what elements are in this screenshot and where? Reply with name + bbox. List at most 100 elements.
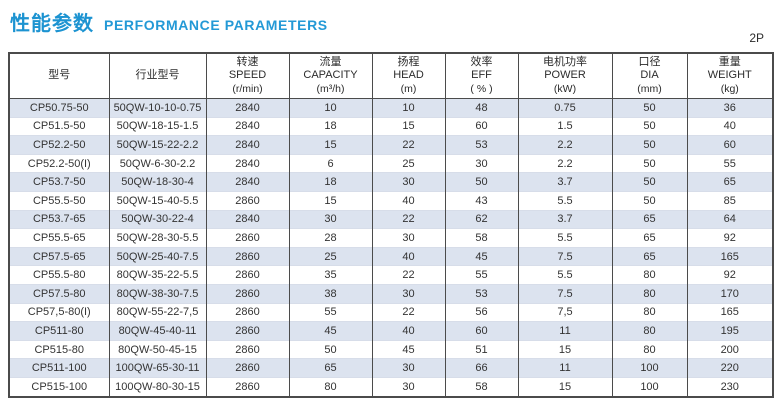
table-cell: 5.5 <box>517 190 613 211</box>
table-cell: 165 <box>686 302 774 322</box>
table-cell: 2860 <box>205 302 290 322</box>
table-cell: 6 <box>288 153 373 173</box>
table-cell: 53 <box>444 283 519 304</box>
table-cell: 50QW-15-40-5.5 <box>108 190 207 211</box>
table-cell: 50QW-18-30-4 <box>108 172 207 192</box>
column-header-power: 电机功率 POWER (kW) <box>517 52 613 99</box>
table-cell: 50 <box>444 172 519 192</box>
header-unit-label: (mm) <box>637 83 662 96</box>
table-cell: CP52.2-50 <box>8 135 110 155</box>
table-row: CP52.2-50 50QW-15-22-2.2 2840 15 22 53 2.2 50 60 <box>8 135 774 155</box>
table-cell: 100 <box>611 358 688 378</box>
table-cell: 15 <box>288 135 373 155</box>
table-cell: 2860 <box>205 321 290 341</box>
table-cell: 65 <box>288 358 373 378</box>
table-cell: 80 <box>611 265 688 285</box>
table-cell: 40 <box>371 246 446 266</box>
table-cell: 60 <box>686 135 774 155</box>
table-cell: 15 <box>288 190 373 211</box>
table-cell: 51 <box>444 339 519 359</box>
table-row: CP57.5-65 50QW-25-40-7.5 2860 25 40 45 7.5 65 16… <box>8 246 774 266</box>
table-cell: 66 <box>444 358 519 378</box>
table-cell: 50 <box>611 190 688 211</box>
table-cell: 15 <box>517 376 613 397</box>
header-cn-label: 重量 <box>718 55 741 68</box>
header-unit-label: (kg) <box>720 83 739 96</box>
column-header-head: 扬程 HEAD (m) <box>371 52 446 99</box>
table-cell: 0.75 <box>517 98 613 118</box>
table-cell: 25 <box>371 153 446 173</box>
pole-count-label: 2P <box>749 31 764 45</box>
table-cell: 195 <box>686 321 774 341</box>
column-header-eff: 效率 EFF ( % ) <box>444 52 519 99</box>
table-cell: 50QW-15-22-2.2 <box>108 135 207 155</box>
table-cell: 3.7 <box>517 209 613 229</box>
table-cell: CP53.7-50 <box>8 172 110 192</box>
table-cell: 2840 <box>205 116 290 136</box>
table-cell: 2840 <box>205 209 290 229</box>
table-cell: 65 <box>611 209 688 229</box>
header-cn-label: 电机功率 <box>543 55 587 68</box>
table-cell: 55 <box>686 153 774 173</box>
table-cell: 30 <box>371 228 446 248</box>
table-body: CP50.75-50 50QW-10-10-0.75 2840 10 10 48 0.75 5… <box>8 98 774 397</box>
table-row: CP55.5-80 80QW-35-22-5.5 2860 35 22 55 5.5 80 92 <box>8 265 774 285</box>
table-row: CP55.5-50 50QW-15-40-5.5 2860 15 40 43 5.5 50 85 <box>8 190 774 211</box>
table-cell: 50QW-18-15-1.5 <box>108 116 207 136</box>
table-cell: CP511-100 <box>8 358 110 378</box>
table-cell: 2840 <box>205 172 290 192</box>
table-cell: 28 <box>288 228 373 248</box>
table-cell: 165 <box>686 246 774 266</box>
header-en-label: POWER <box>544 69 586 82</box>
table-cell: 80QW-55-22-7,5 <box>108 302 207 322</box>
table-cell: 65 <box>611 228 688 248</box>
header-en-label: DIA <box>640 69 659 82</box>
table-cell: 65 <box>686 172 774 192</box>
table-cell: 7.5 <box>517 283 613 304</box>
table-cell: 55 <box>288 302 373 322</box>
header-cn-label: 扬程 <box>397 55 420 68</box>
table-cell: 53 <box>444 135 519 155</box>
table-cell: 22 <box>371 209 446 229</box>
column-header-capacity: 流量 CAPACITY (m³/h) <box>288 52 373 99</box>
table-row: CP51.5-50 50QW-18-15-1.5 2840 18 15 60 1.5 50 40 <box>8 116 774 136</box>
table-cell: 80 <box>611 302 688 322</box>
table-cell: CP511-80 <box>8 321 110 341</box>
table-cell: CP51.5-50 <box>8 116 110 136</box>
table-cell: 2840 <box>205 98 290 118</box>
table-cell: 45 <box>371 339 446 359</box>
table-cell: CP55.5-50 <box>8 190 110 211</box>
table-cell: 50QW-30-22-4 <box>108 209 207 229</box>
table-cell: 80QW-38-30-7.5 <box>108 283 207 304</box>
table-cell: 80QW-45-40-11 <box>108 321 207 341</box>
header-row: 型号 行业型号 转速 SPEED (r/min) 流量 CAPACITY (m³… <box>8 52 774 99</box>
table-cell: 100QW-80-30-15 <box>108 376 207 397</box>
table-row: CP57.5-80 80QW-38-30-7.5 2860 38 30 53 7.5 80 17… <box>8 283 774 304</box>
table-cell: 5.5 <box>517 265 613 285</box>
table-cell: 80 <box>611 339 688 359</box>
table-row: CP55.5-65 50QW-28-30-5.5 2860 28 30 58 5.5 65 92 <box>8 228 774 248</box>
table-cell: 80 <box>611 283 688 304</box>
table-cell: CP57,5-80(I) <box>8 302 110 322</box>
table-cell: 10 <box>371 98 446 118</box>
column-header-dia: 口径 DIA (mm) <box>611 52 688 99</box>
table-cell: 48 <box>444 98 519 118</box>
table-row: CP50.75-50 50QW-10-10-0.75 2840 10 10 48 0.75 5… <box>8 98 774 118</box>
table-cell: 2840 <box>205 135 290 155</box>
table-cell: 92 <box>686 228 774 248</box>
table-cell: 3.7 <box>517 172 613 192</box>
table-cell: 50 <box>288 339 373 359</box>
table-row: CP511-80 80QW-45-40-11 2860 45 40 60 11 80 195 <box>8 321 774 341</box>
column-header-industry-model: 行业型号 <box>108 52 207 99</box>
table-cell: 15 <box>371 116 446 136</box>
header-unit-label: ( % ) <box>470 83 493 96</box>
table-cell: 55 <box>444 265 519 285</box>
table-cell: 2860 <box>205 228 290 248</box>
table-cell: 30 <box>371 376 446 397</box>
table-cell: 200 <box>686 339 774 359</box>
table-cell: 2860 <box>205 358 290 378</box>
table-cell: 58 <box>444 228 519 248</box>
table-cell: CP52.2-50(I) <box>8 153 110 173</box>
table-cell: 170 <box>686 283 774 304</box>
header-en-label: WEIGHT <box>707 69 752 82</box>
